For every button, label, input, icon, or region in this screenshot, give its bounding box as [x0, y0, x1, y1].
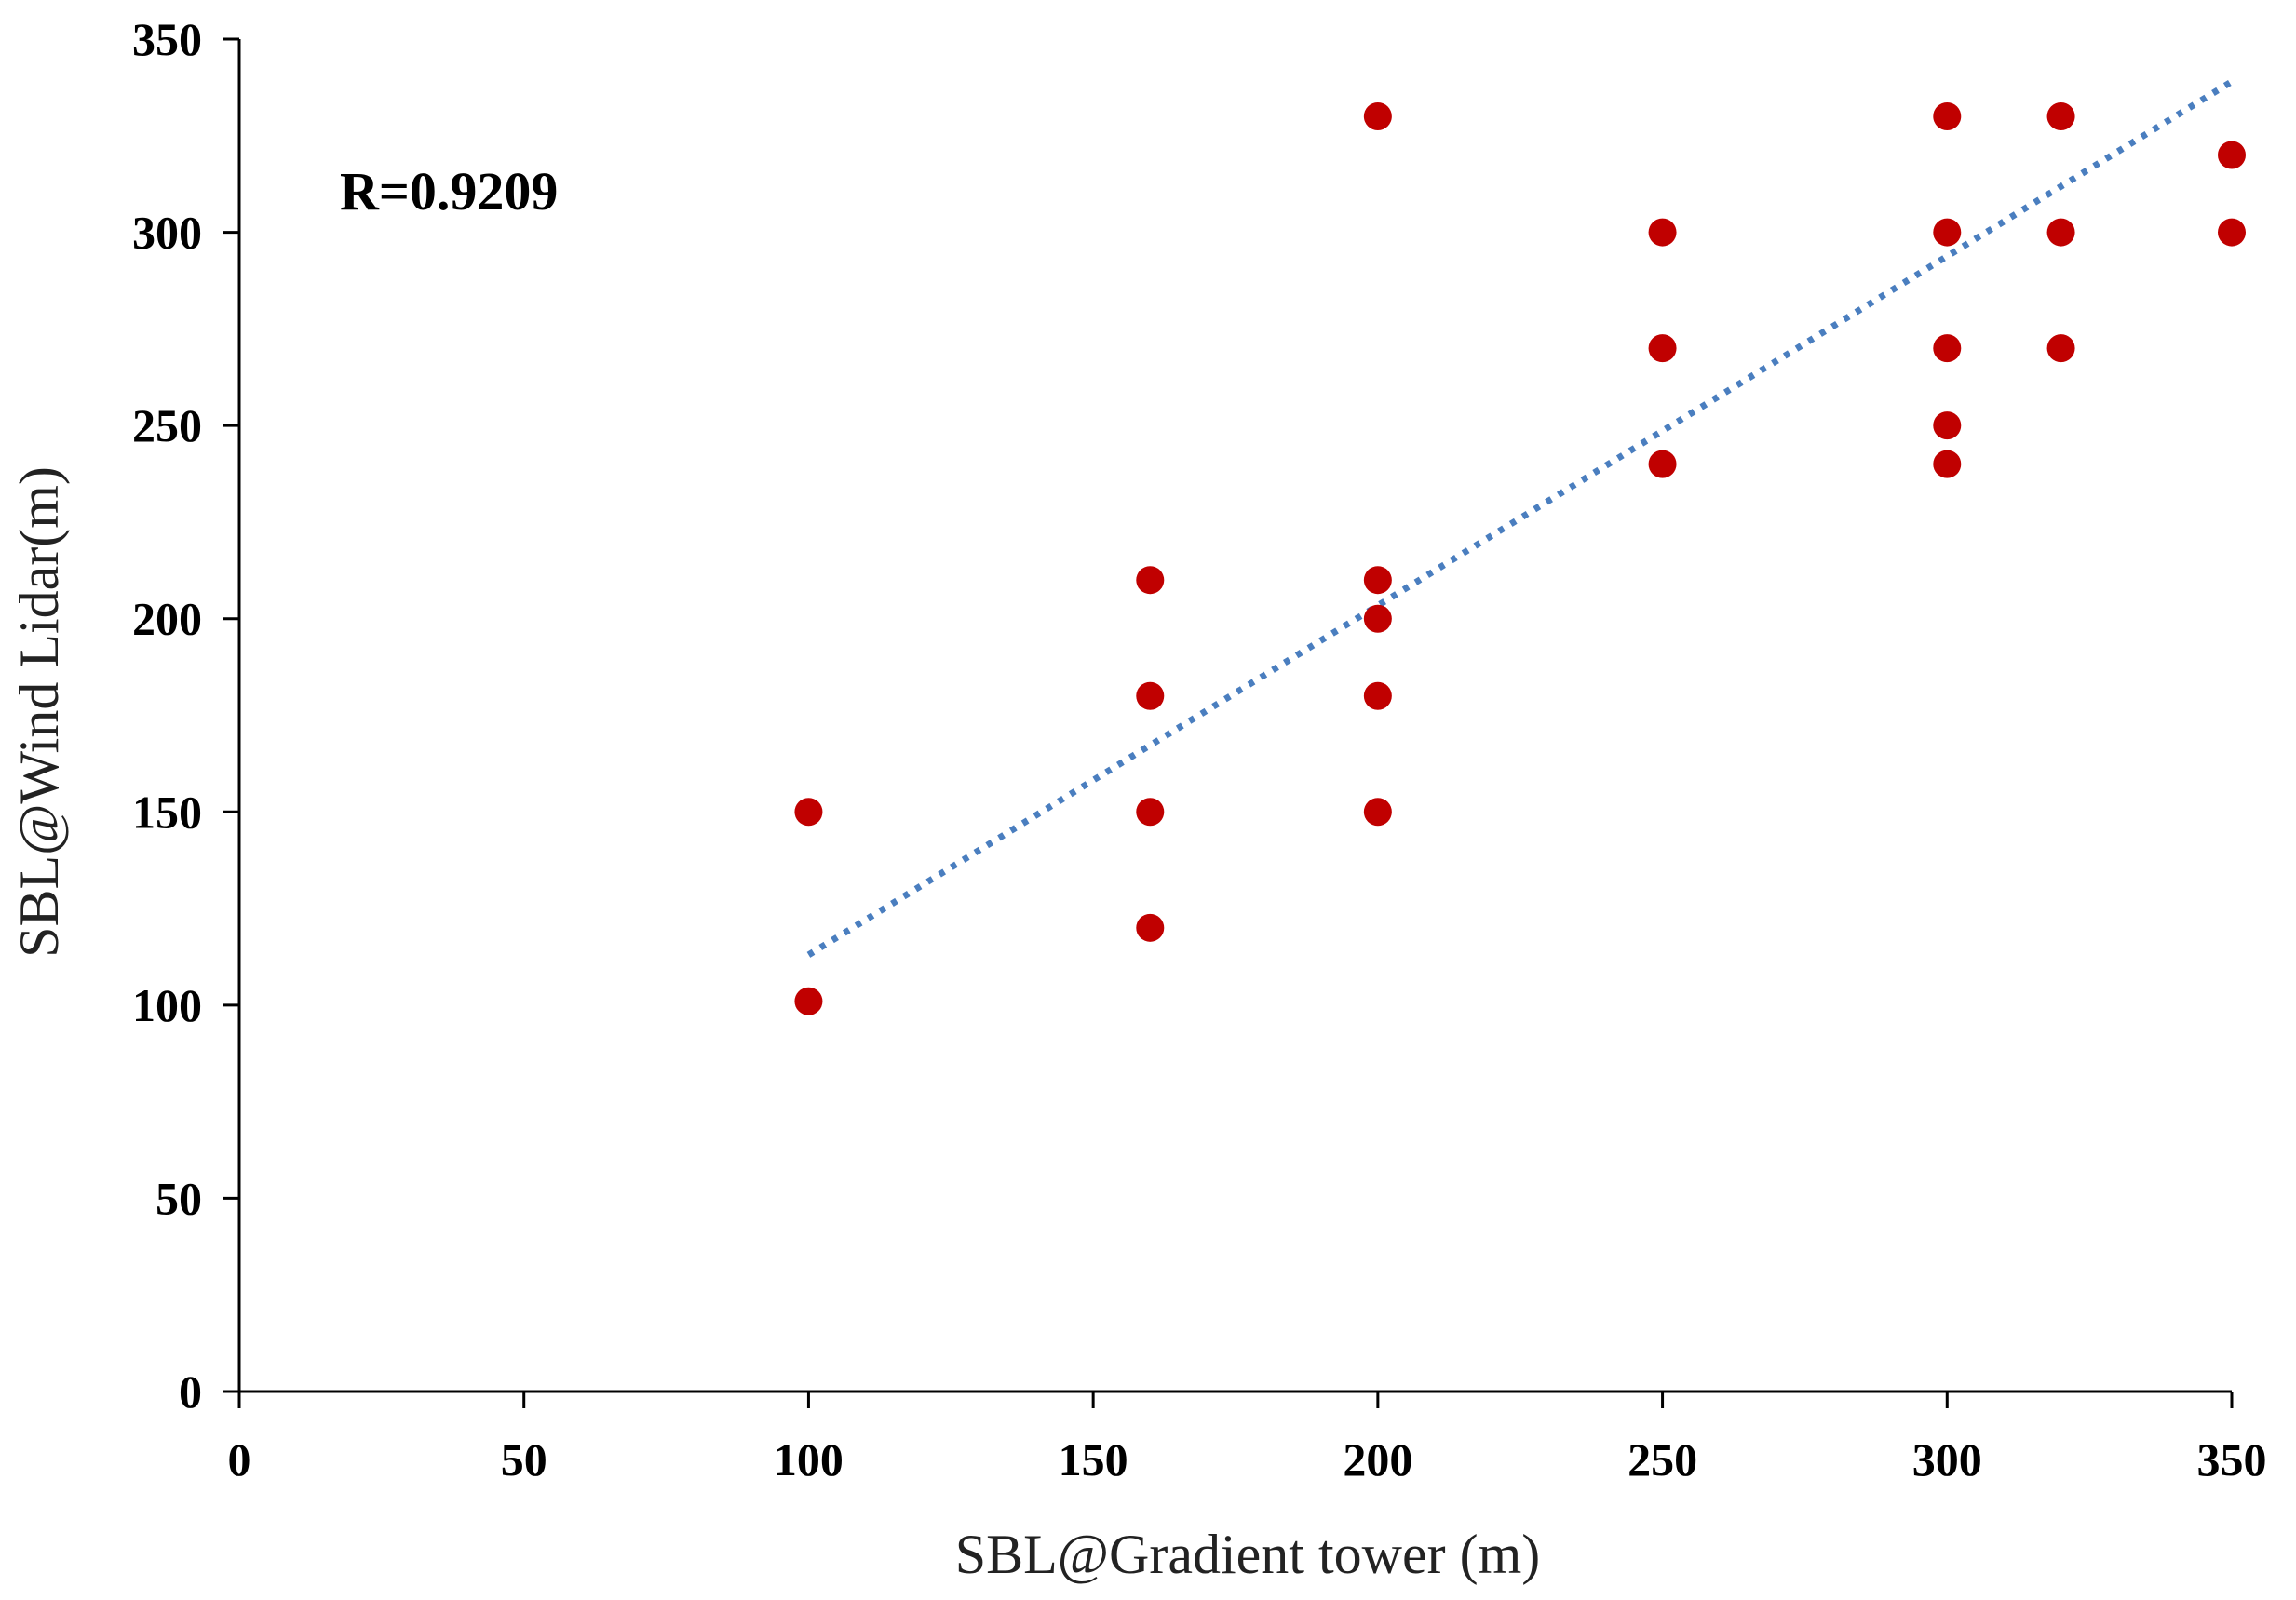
x-tick-label: 100: [774, 1433, 844, 1486]
data-point: [794, 798, 823, 827]
data-point: [1136, 913, 1165, 942]
data-point: [1933, 411, 1962, 440]
y-tick-label: 200: [132, 593, 202, 645]
plot-area: [794, 78, 2246, 1015]
data-point: [1363, 604, 1392, 633]
correlation-annotation: R=0.9209: [340, 161, 558, 222]
x-axis-title: SBL@Gradient tower (m): [955, 1524, 1540, 1585]
data-point: [1136, 681, 1165, 710]
x-tick-label: 0: [228, 1433, 251, 1486]
data-point: [1648, 334, 1677, 363]
y-tick-label: 0: [179, 1365, 202, 1418]
data-point: [1933, 450, 1962, 478]
data-point: [2046, 218, 2075, 247]
data-point: [2046, 334, 2075, 363]
data-point: [2218, 141, 2246, 169]
x-tick-label: 350: [2197, 1433, 2267, 1486]
data-point: [1136, 566, 1165, 595]
y-tick-label: 350: [132, 13, 202, 65]
data-point: [1933, 218, 1962, 247]
data-point: [1363, 681, 1392, 710]
x-tick-label: 150: [1059, 1433, 1128, 1486]
y-tick-label: 100: [132, 979, 202, 1031]
y-tick-label: 50: [155, 1172, 202, 1224]
x-tick-label: 200: [1343, 1433, 1412, 1486]
data-point: [1363, 102, 1392, 131]
data-point: [1136, 798, 1165, 827]
data-point: [1648, 218, 1677, 247]
x-tick-label: 300: [1912, 1433, 1982, 1486]
data-point: [2046, 102, 2075, 131]
data-point: [2218, 218, 2246, 247]
trendline: [806, 78, 2234, 958]
data-point: [1933, 334, 1962, 363]
y-axis-title: SBL@Wind Lidar(m): [8, 466, 70, 958]
x-tick-label: 250: [1627, 1433, 1697, 1486]
data-point: [1648, 450, 1677, 478]
x-tick-label: 50: [501, 1433, 547, 1486]
data-point: [1363, 798, 1392, 827]
data-point: [1363, 566, 1392, 595]
y-tick-label: 300: [132, 207, 202, 259]
y-tick-label: 250: [132, 399, 202, 451]
data-point: [794, 987, 823, 1015]
data-point: [1933, 102, 1962, 131]
axes: 0 50 100 150 200 250 300 350 0 50 100 150 200 250 300 3…: [132, 13, 2267, 1486]
y-tick-label: 150: [132, 786, 202, 838]
